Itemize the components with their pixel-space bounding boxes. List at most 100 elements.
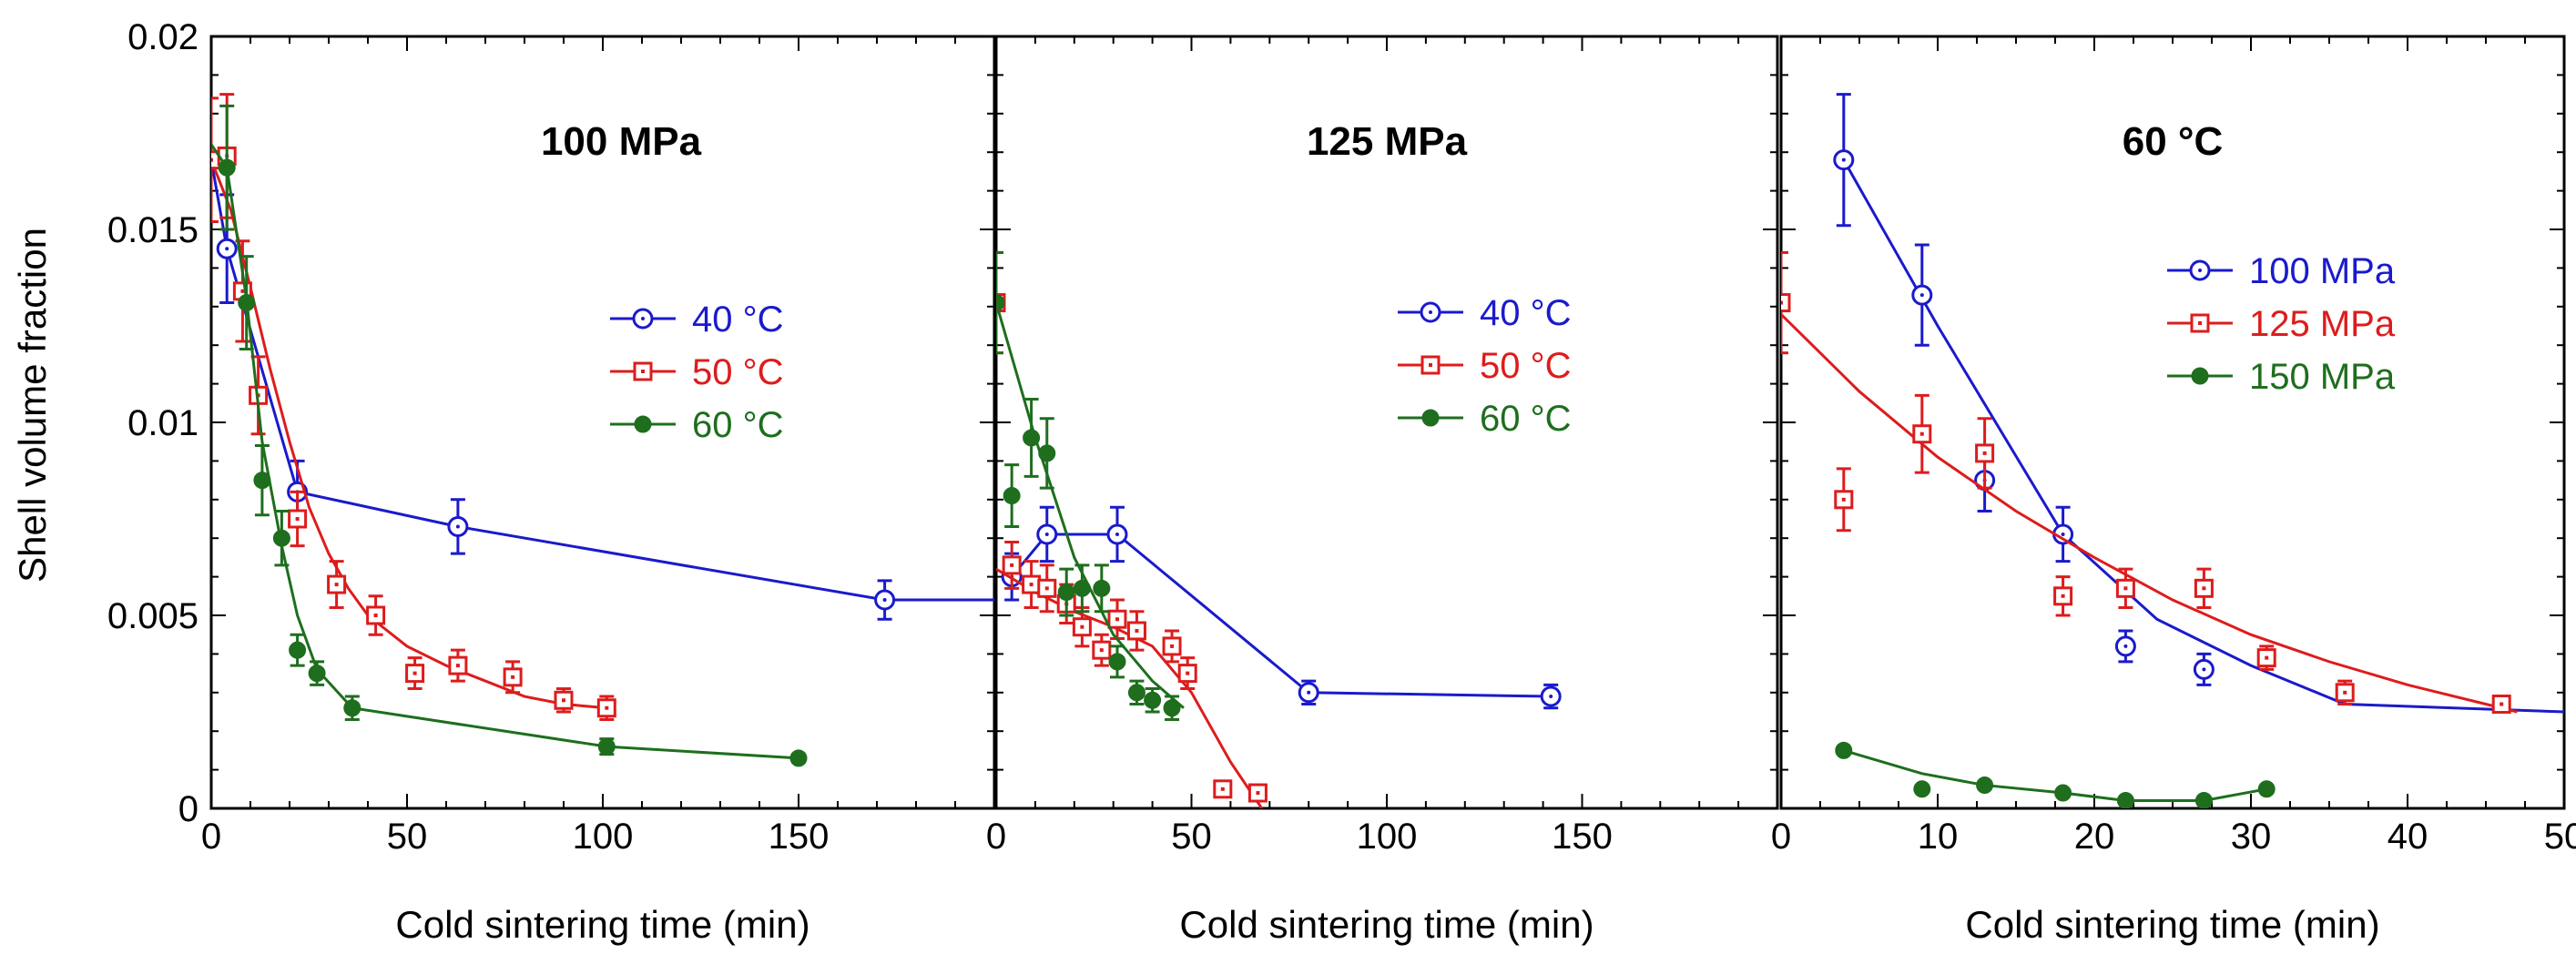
data-point: [789, 749, 808, 767]
data-point-dot: [1029, 583, 1033, 587]
data-point-dot: [1781, 300, 1783, 305]
data-point: [1781, 293, 1791, 313]
legend-label: 40 °C: [1480, 293, 1572, 333]
data-point-dot: [2202, 667, 2206, 672]
data-point-dot: [1841, 497, 1846, 502]
series-line: [1011, 533, 1552, 698]
legend-marker-dot: [2198, 321, 2202, 325]
data-point-dot: [882, 598, 887, 603]
data-point: [1913, 780, 1931, 798]
data-point-dot: [2061, 594, 2065, 598]
data-point-dot: [1080, 624, 1084, 629]
data-point: [597, 737, 616, 756]
series-line: [211, 143, 799, 760]
legend-marker-dot: [1429, 310, 1432, 314]
data-point: [996, 294, 1005, 312]
legend-marker: [1421, 409, 1440, 427]
legend-marker-dot: [1429, 363, 1432, 367]
data-point: [253, 472, 271, 490]
data-point-dot: [455, 664, 460, 668]
legend-marker-dot: [641, 317, 645, 320]
legend: 40 °C 50 °C 60 °C: [610, 299, 784, 445]
chart-panel-2: 0 50 100 150 Cold sintering time (min) 125 MP…: [986, 35, 1779, 946]
x-tick-label: 40: [2388, 817, 2428, 857]
series-line: [211, 159, 607, 710]
data-point-dot: [1549, 695, 1553, 699]
data-point-dot: [511, 675, 515, 679]
legend-label: 125 MPa: [2249, 304, 2396, 344]
data-point-dot: [2061, 532, 2065, 536]
plot-area: [996, 250, 1562, 808]
x-axis-title: Cold sintering time (min): [1179, 903, 1593, 946]
x-tick-label: 50: [2544, 817, 2576, 857]
data-point-dot: [1044, 586, 1049, 591]
data-point-dot: [605, 705, 609, 710]
data-point: [1976, 776, 1994, 795]
panel-title: 100 MPa: [541, 119, 702, 164]
x-tick-label: 30: [2231, 817, 2272, 857]
data-point-dot: [2123, 644, 2128, 648]
data-point-dot: [1841, 157, 1846, 162]
x-tick-label: 20: [2074, 817, 2115, 857]
data-point-dot: [1115, 617, 1119, 622]
x-tick-label: 50: [1171, 817, 1212, 857]
data-point-dot: [455, 524, 460, 529]
data-point: [1038, 444, 1056, 462]
series-line: [996, 567, 1263, 808]
data-point-dot: [1186, 671, 1190, 675]
plot-area: [1781, 93, 2564, 808]
panel-title: 60 °C: [2123, 119, 2224, 164]
data-point-dot: [1919, 431, 1924, 436]
chart-panel-1: 0 0.005 0.01 0.015 0.02 0 50 100 150 Cold sinteri…: [107, 17, 996, 946]
data-point: [1057, 584, 1075, 602]
chart-panel-3: 0 10 20 30 40 50 Cold sintering time (min) 60 °…: [1771, 35, 2576, 946]
data-point-dot: [1170, 644, 1175, 648]
series-50-c: [211, 93, 616, 721]
legend-label: 150 MPa: [2249, 357, 2396, 397]
data-point-dot: [2265, 655, 2269, 660]
data-point-dot: [373, 614, 378, 617]
panel-title: 125 MPa: [1307, 119, 1468, 164]
data-point: [238, 294, 256, 312]
legend-label: 60 °C: [1480, 399, 1572, 439]
series-50-c: [996, 250, 1268, 808]
legend-marker: [634, 415, 652, 433]
data-point: [272, 529, 290, 547]
legend: 100 MPa 125 MPa 150 MPa: [2167, 251, 2396, 397]
data-point-dot: [1256, 791, 1260, 796]
y-tick-label: 0.01: [127, 403, 199, 443]
data-point-dot: [412, 671, 417, 675]
data-point-dot: [2500, 702, 2504, 706]
y-tick-label: 0.005: [107, 596, 199, 636]
data-point: [308, 665, 326, 683]
data-point-dot: [562, 698, 565, 703]
data-point-dot: [1044, 532, 1049, 536]
series-line: [1842, 158, 2564, 714]
x-axis-title: Cold sintering time (min): [395, 903, 809, 946]
data-point: [343, 699, 361, 717]
y-tick-label: 0: [178, 789, 199, 829]
plot-area: [211, 93, 994, 767]
series-line: [1781, 313, 2518, 714]
x-tick-label: 100: [573, 817, 634, 857]
data-point: [1093, 579, 1111, 597]
data-point: [1108, 653, 1126, 671]
data-point: [1073, 579, 1091, 597]
x-tick-label: 0: [986, 817, 1006, 857]
y-tick-label: 0.015: [107, 210, 199, 250]
data-point-dot: [2343, 690, 2347, 695]
data-point-dot: [240, 289, 245, 293]
data-point: [1163, 699, 1181, 717]
series-150-mpa: [1835, 741, 2276, 808]
data-point: [2054, 784, 2072, 802]
data-point: [1003, 487, 1021, 505]
data-point-dot: [1010, 563, 1014, 567]
data-point: [2257, 780, 2276, 798]
legend-marker: [2191, 367, 2209, 385]
x-tick-label: 150: [1552, 817, 1613, 857]
data-point: [1023, 429, 1041, 447]
legend-label: 50 °C: [692, 352, 784, 392]
data-point-dot: [1919, 293, 1924, 298]
series-60-c: [996, 250, 1185, 721]
